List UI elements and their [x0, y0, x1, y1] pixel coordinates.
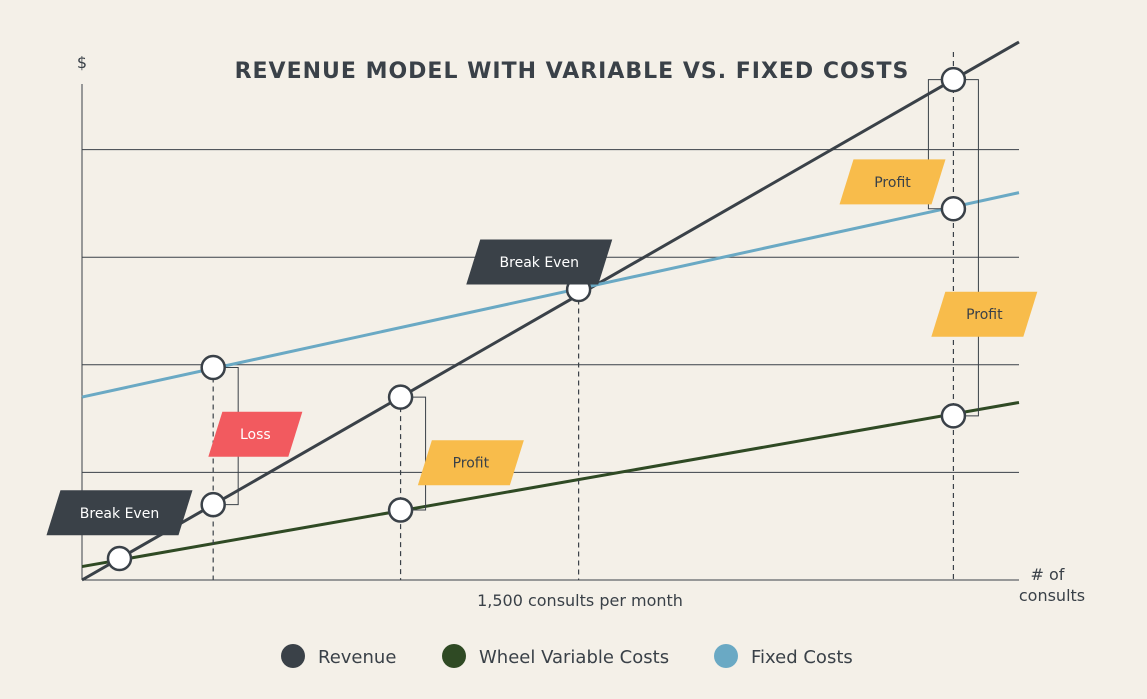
data-point-marker: [940, 66, 967, 93]
chart-title: REVENUE MODEL WITH VARIABLE VS. FIXED CO…: [235, 59, 910, 84]
brackets: [225, 79, 979, 511]
variable-costs-line: [81, 400, 1020, 569]
data-point-marker: [940, 403, 967, 429]
legend-swatch-fixed-costs: [714, 644, 738, 668]
data-point-marker: [106, 545, 133, 572]
data-point-marker: [200, 354, 226, 381]
break-even-tag-label: Break Even: [80, 506, 159, 522]
profit-tag: [417, 440, 524, 486]
data-point-marker: [387, 497, 414, 523]
profit-tag-label: Profit: [966, 307, 1003, 323]
loss-tag: [208, 411, 303, 457]
data-point-marker: [200, 491, 226, 518]
legend: Revenue Wheel Variable Costs Fixed Costs: [281, 644, 853, 668]
profit-tag-label: Profit: [453, 456, 490, 472]
y-axis-label: $: [77, 53, 87, 72]
profit-bracket: [927, 79, 942, 210]
legend-swatch-variable-costs: [442, 644, 466, 668]
legend-label-fixed-costs: Fixed Costs: [751, 647, 853, 668]
guide-lines: [212, 52, 955, 580]
data-point-marker: [387, 384, 414, 410]
break-even-tag: [466, 239, 613, 285]
annotation-tags: Break Even Loss Profit Break Even Profit Prof…: [46, 159, 1038, 536]
legend-label-variable-costs: Wheel Variable Costs: [479, 647, 669, 668]
fixed-costs-line: [81, 191, 1020, 399]
profit-tag-label: Profit: [874, 175, 911, 191]
loss-tag-label: Loss: [240, 427, 271, 443]
x-axis-label: # of consults: [1019, 565, 1085, 605]
x-axis-label-line-2: consults: [1019, 586, 1085, 605]
profit-bracket: [412, 396, 427, 511]
profit-bracket: [965, 79, 979, 417]
x-axis-label-line-1: # of: [1030, 565, 1064, 584]
legend-swatch-revenue: [281, 644, 305, 668]
break-even-tag-label: Break Even: [500, 255, 579, 271]
profit-tag: [931, 291, 1038, 337]
markers: [106, 66, 967, 572]
x-annotation-label: 1,500 consults per month: [477, 591, 683, 610]
data-point-marker: [940, 196, 967, 222]
legend-label-revenue: Revenue: [318, 647, 396, 668]
profit-tag: [839, 159, 946, 205]
break-even-tag: [46, 490, 193, 536]
